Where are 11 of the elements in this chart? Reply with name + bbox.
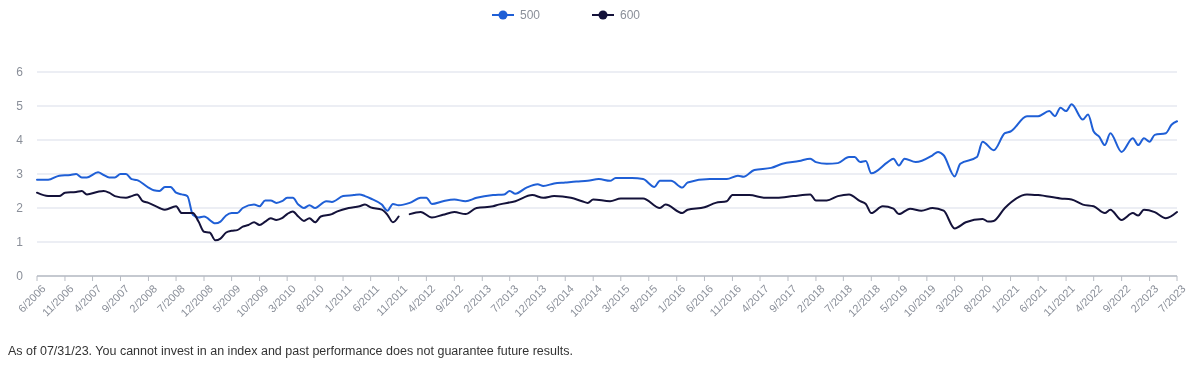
y-tick-label: 1 bbox=[16, 235, 24, 250]
y-tick-label: 2 bbox=[16, 201, 24, 216]
text: As of 07/31/23. You cannot invest in an index and past performance does not guarantee future results. bbox=[8, 344, 573, 358]
y-tick-label: 6 bbox=[16, 65, 24, 80]
legend-label: 600 bbox=[620, 8, 641, 23]
y-tick-label: 4 bbox=[16, 133, 24, 148]
y-tick-label: 0 bbox=[16, 269, 24, 284]
y-tick-label: 3 bbox=[16, 167, 24, 182]
legend-label: 500 bbox=[520, 8, 541, 23]
line-series bbox=[36, 103, 1178, 225]
y-tick-label: 5 bbox=[16, 99, 24, 114]
